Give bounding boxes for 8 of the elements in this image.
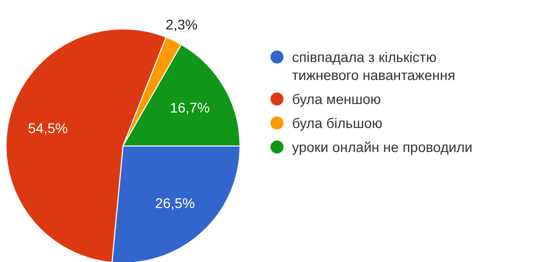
legend-label: співпадала з кількістю тижневого навантаження (292, 48, 456, 84)
data-label: 2,3% (166, 16, 198, 32)
data-label: 26,5% (155, 195, 195, 212)
legend-label: була меншою (292, 90, 382, 108)
data-label: 16,7% (170, 99, 210, 116)
data-label: 54,5% (28, 120, 68, 136)
legend-label: була більшою (292, 114, 384, 132)
legend-label: уроки онлайн не проводили (292, 138, 474, 156)
